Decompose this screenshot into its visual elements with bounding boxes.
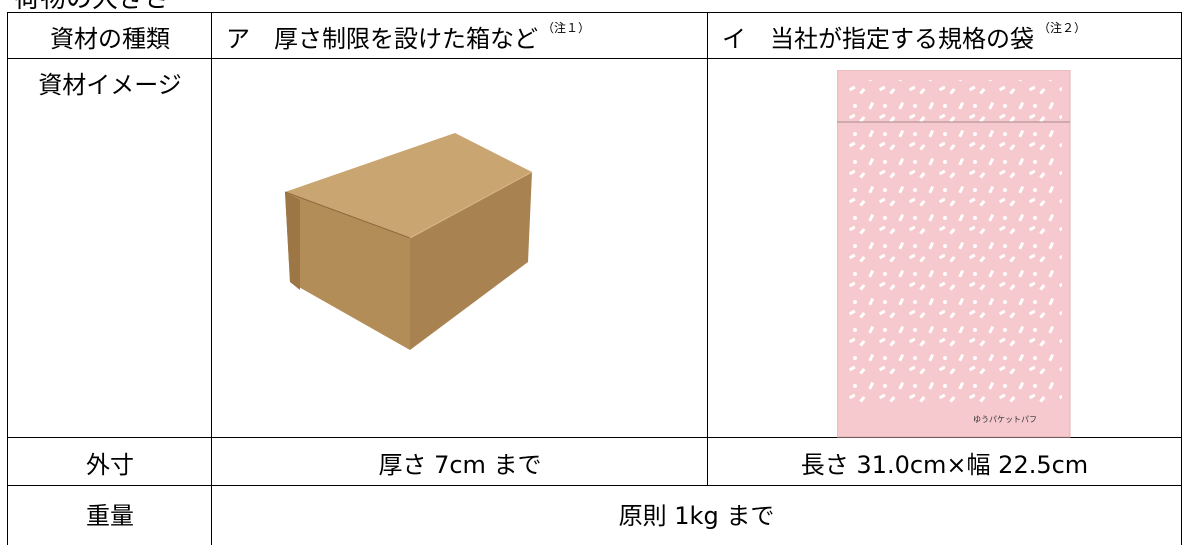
heading: 荷物の大きさ: [14, 0, 170, 14]
size-cell: 厚さ 7cm まで: [211, 437, 708, 486]
bag-image: ゆうパケットパフ: [837, 70, 1071, 438]
size-text: 厚さ 7cm まで: [378, 450, 542, 479]
header-cell: 資材の種類: [7, 12, 212, 59]
header-cell: イ 当社が指定する規格の袋 （注２）: [707, 12, 1182, 59]
size-text: 長さ 31.0cm×幅 22.5cm: [800, 450, 1089, 479]
row-label: 外寸: [86, 450, 134, 479]
weight-text: 原則 1kg まで: [618, 502, 775, 530]
header-text: イ 当社が指定する規格の袋: [722, 24, 1034, 53]
image-cell: [211, 58, 708, 438]
bag-logo: ゆうパケットパフ: [973, 415, 1037, 424]
header-text: ア 厚さ制限を設けた箱など: [226, 24, 538, 53]
size-cell: 長さ 31.0cm×幅 22.5cm: [707, 437, 1182, 486]
row-label: 重量: [86, 502, 134, 530]
header-cell: ア 厚さ制限を設けた箱など （注１）: [211, 12, 708, 59]
row-label: 資材イメージ: [38, 71, 182, 99]
header-note: （注２）: [1038, 21, 1087, 35]
header-note: （注１）: [542, 21, 591, 35]
row-label-cell: 外寸: [7, 437, 212, 486]
box-image: [284, 133, 533, 350]
weight-cell: 原則 1kg まで: [211, 485, 1182, 545]
image-cell: [707, 58, 1182, 438]
row-label-cell: 資材イメージ: [7, 58, 212, 438]
row-label-cell: 重量: [7, 485, 212, 545]
header-label: 資材の種類: [50, 24, 170, 53]
